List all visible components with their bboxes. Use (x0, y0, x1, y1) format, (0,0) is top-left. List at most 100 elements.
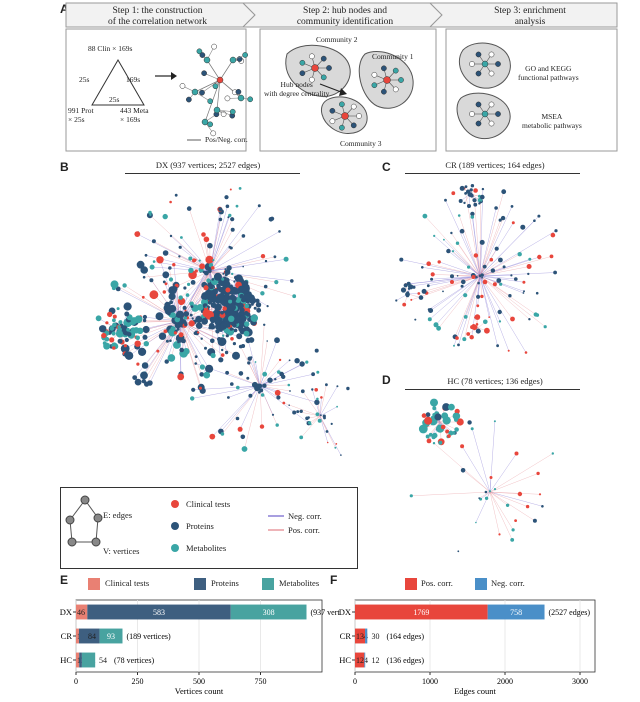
network-edge (209, 235, 244, 272)
step2-node (381, 65, 387, 72)
panel-d-title: HC (78 vertices; 136 edges) (447, 376, 543, 386)
network-edge (250, 357, 261, 387)
network-node (488, 490, 492, 493)
network-node (454, 408, 460, 414)
category-label: CR (340, 631, 352, 641)
network-node (437, 260, 441, 264)
step2-node (326, 65, 332, 71)
network-node (473, 188, 478, 193)
network-edge (179, 320, 201, 389)
network-node (457, 343, 460, 347)
network-node (323, 416, 326, 420)
network-node (475, 323, 479, 326)
network-node (263, 284, 268, 289)
network-node (165, 339, 169, 343)
x-axis-label: Edges count (454, 686, 496, 696)
network-node (208, 284, 214, 290)
corr-legend-label: Pos/Neg. corr. (205, 135, 248, 144)
step1-box (65, 28, 247, 152)
step1-node (212, 83, 219, 90)
step2-node (398, 77, 404, 83)
network-node (172, 286, 178, 292)
network-edge (222, 385, 261, 435)
step1-node (201, 70, 207, 77)
network-edge (479, 275, 512, 277)
network-node (475, 328, 481, 334)
bar-value-label: 758 (510, 608, 522, 617)
network-node (426, 284, 430, 288)
network-node (535, 291, 539, 295)
network-edge (249, 358, 261, 387)
network-node (275, 423, 279, 427)
network-node (207, 269, 212, 273)
network-edge (479, 275, 530, 320)
category-label: DX (60, 607, 72, 617)
panel-a-graphic (65, 2, 618, 152)
network-node (442, 416, 451, 425)
network-edge (259, 385, 279, 398)
legend-swatches (171, 500, 284, 552)
network-node (230, 382, 234, 386)
network-node (195, 315, 203, 323)
network-node (233, 280, 236, 283)
network-node (430, 398, 438, 407)
network-edge (479, 275, 524, 283)
network-node (479, 201, 482, 204)
network-edge (479, 259, 501, 277)
e-legend-proteins-swatch (194, 578, 206, 590)
hub-line2: with degree centrality (264, 89, 330, 98)
network-node (458, 199, 463, 203)
step1-hub-node (201, 118, 209, 126)
network-edge (448, 250, 481, 277)
network-node (476, 304, 480, 308)
network-edge (489, 491, 500, 535)
network-node (470, 325, 475, 330)
network-node (215, 323, 221, 330)
network-node (229, 246, 233, 250)
network-edge (434, 235, 481, 277)
network-node (537, 214, 541, 218)
network-edge (479, 275, 527, 353)
network-node (224, 350, 229, 355)
network-node (467, 204, 471, 208)
network-node (99, 325, 107, 333)
step3-box (445, 28, 618, 152)
network-node (116, 307, 120, 311)
network-node (459, 228, 465, 234)
network-node (484, 496, 489, 500)
network-node (236, 333, 243, 340)
network-node (414, 318, 417, 321)
network-node (283, 256, 289, 262)
network-node (140, 371, 148, 380)
network-node (238, 285, 245, 293)
network-node (315, 412, 320, 417)
x-axis-label: Vertices count (175, 686, 224, 696)
network-node (213, 272, 222, 281)
network-edge (209, 205, 260, 272)
network-node (224, 273, 228, 277)
network-node (158, 332, 167, 340)
msea-label: MSEA metabolic pathways (522, 112, 582, 130)
network-node (517, 491, 523, 497)
f-legend-neg-swatch (475, 578, 487, 590)
network-node (524, 351, 528, 354)
step2-node (320, 55, 327, 62)
network-node (178, 295, 183, 300)
network-node (183, 311, 190, 317)
network-node (132, 375, 138, 380)
network-node (216, 293, 225, 302)
network-node (210, 352, 216, 359)
network-node (167, 354, 176, 362)
network-node (494, 246, 499, 251)
network-node (164, 282, 168, 286)
step3-title: Step 3: enrichment analysis (440, 6, 620, 28)
network-node (130, 317, 138, 325)
network-edge (489, 491, 536, 522)
network-node (243, 293, 250, 300)
chart-f: 0 1000 2000 3000 DX 1769 758 (2527 edges) CR 134 3… (339, 599, 596, 696)
network-node (240, 434, 246, 440)
network-node (400, 287, 407, 293)
network-node (183, 286, 187, 290)
network-edge (255, 361, 261, 387)
network-node (141, 362, 149, 369)
